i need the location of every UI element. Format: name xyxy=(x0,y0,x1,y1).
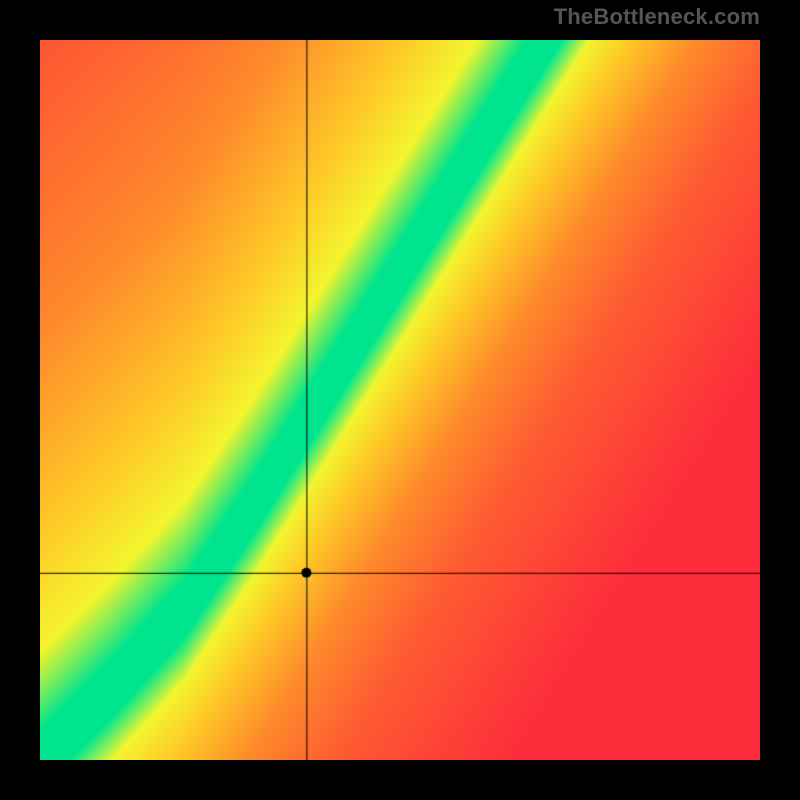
watermark-text: TheBottleneck.com xyxy=(554,4,760,30)
chart-container: TheBottleneck.com xyxy=(0,0,800,800)
bottleneck-heatmap xyxy=(40,40,760,760)
